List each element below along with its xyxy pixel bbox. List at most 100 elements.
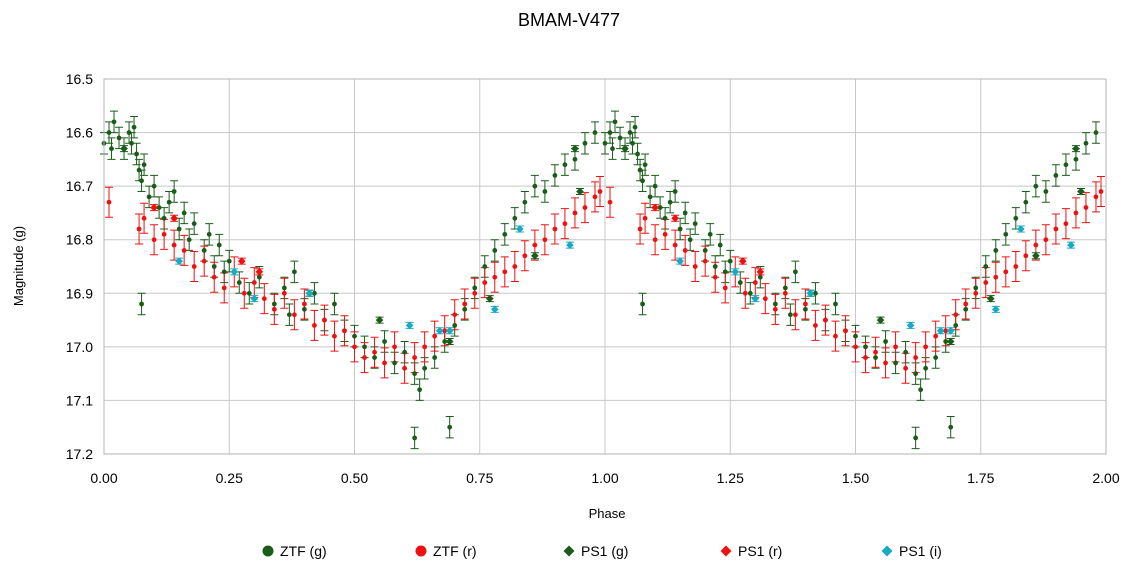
x-tick-label: 0.25: [216, 470, 243, 486]
ztf-g-point: [640, 178, 645, 184]
ztf-g-point: [757, 274, 763, 280]
ztf-g-point: [161, 215, 167, 221]
ztf-g-point: [432, 355, 438, 360]
ztf-r-point: [181, 248, 187, 253]
ztf-r-point: [452, 312, 458, 318]
ps1-i-point: [175, 257, 183, 265]
legend-marker-ztf-r: [415, 545, 427, 557]
x-tick-label: 1.00: [591, 470, 618, 486]
ztf-g-point: [1023, 199, 1029, 205]
ztf-g-point: [291, 269, 297, 275]
ztf-r-point: [702, 258, 708, 264]
ztf-g-point: [141, 162, 147, 168]
ztf-r-point: [422, 344, 428, 350]
ps1-i-point: [405, 321, 414, 330]
ztf-g-point: [106, 130, 112, 135]
ztf-g-point: [442, 339, 448, 344]
legend-label-ps1-g: PS1 (g): [581, 543, 628, 559]
ztf-g-point: [572, 156, 578, 162]
ztf-r-point: [722, 285, 728, 291]
ztf-g-point: [151, 183, 157, 189]
ztf-r-point: [332, 333, 337, 339]
y-tick-label: 17.2: [66, 446, 93, 462]
legend-marker-ps1-r: [720, 545, 732, 557]
y-tick-label: 17.1: [66, 392, 93, 408]
ztf-g-point: [176, 226, 182, 232]
ztf-r-point: [342, 328, 347, 334]
ps1-i-point: [490, 305, 499, 314]
y-tick-label: 16.6: [66, 125, 93, 141]
ztf-g-point: [627, 130, 633, 135]
ztf-g-point: [640, 301, 645, 307]
ztf-g-point: [126, 130, 132, 135]
ztf-g-point: [610, 146, 615, 152]
ztf-r-point: [973, 290, 979, 296]
ztf-r-point: [241, 290, 247, 296]
ztf-g-point: [903, 349, 908, 355]
ztf-r-point: [261, 296, 267, 302]
ztf-r-point: [963, 301, 969, 307]
ztf-g-point: [522, 199, 528, 205]
ps1-i-point: [906, 321, 915, 330]
ztf-r-point: [1083, 205, 1089, 210]
ztf-g-point: [853, 333, 858, 339]
ztf-g-point: [417, 387, 423, 393]
ztf-r-point: [762, 296, 768, 302]
ztf-g-point: [792, 269, 798, 275]
ztf-g-point: [191, 221, 197, 227]
ztf-g-point: [236, 280, 242, 285]
ps1-i-point: [806, 289, 815, 298]
ztf-g-point: [116, 135, 122, 141]
ztf-r-point: [191, 264, 197, 269]
ztf-g-point: [1083, 140, 1089, 146]
ztf-g-point: [717, 242, 723, 248]
x-tick-label: 1.50: [842, 470, 869, 486]
ztf-g-point: [552, 173, 558, 178]
ztf-r-point: [1098, 189, 1104, 194]
ps1-g-point: [1077, 187, 1085, 196]
ztf-r-point: [993, 274, 999, 280]
ztf-g-point: [246, 290, 252, 296]
x-tick-label: 0.75: [466, 470, 493, 486]
ps1-i-point: [751, 294, 760, 303]
ps1-g-point: [621, 144, 629, 153]
ztf-r-point: [582, 205, 588, 210]
ps1-i-point: [445, 326, 454, 335]
ztf-g-point: [923, 365, 929, 371]
ztf-g-point: [607, 130, 613, 135]
ztf-r-point: [171, 242, 177, 248]
ztf-r-point: [512, 264, 518, 269]
ztf-g-point: [948, 424, 954, 430]
ztf-g-point: [787, 312, 793, 318]
ztf-r-point: [712, 274, 718, 280]
ztf-g-point: [933, 355, 939, 360]
ps1-r-point: [738, 257, 747, 265]
ztf-g-point: [893, 360, 898, 366]
ztf-g-point: [412, 371, 418, 377]
data-points: [101, 119, 1104, 441]
ztf-g-point: [512, 215, 518, 221]
ztf-g-point: [953, 323, 959, 328]
ztf-r-point: [251, 280, 257, 285]
ztf-g-point: [913, 435, 919, 441]
ztf-r-point: [522, 253, 528, 259]
ztf-g-point: [134, 151, 139, 157]
ps1-i-point: [1017, 225, 1025, 233]
ztf-g-point: [256, 274, 262, 280]
ztf-r-point: [933, 333, 939, 339]
ztf-g-point: [883, 339, 888, 344]
ps1-g-point: [1072, 144, 1080, 153]
legend-label-ztf-r: ZTF (r): [433, 543, 477, 559]
ps1-i-point: [516, 225, 524, 233]
ztf-g-point: [462, 306, 468, 312]
ztf-g-point: [201, 248, 207, 253]
ztf-r-point: [772, 306, 778, 312]
ztf-g-point: [913, 371, 919, 377]
ztf-g-point: [352, 333, 357, 339]
ztf-g-point: [216, 242, 222, 248]
ztf-g-point: [1073, 156, 1079, 162]
ztf-r-point: [106, 199, 112, 205]
ztf-g-point: [707, 231, 713, 237]
ztf-r-point: [692, 264, 698, 269]
ztf-r-point: [853, 344, 858, 350]
